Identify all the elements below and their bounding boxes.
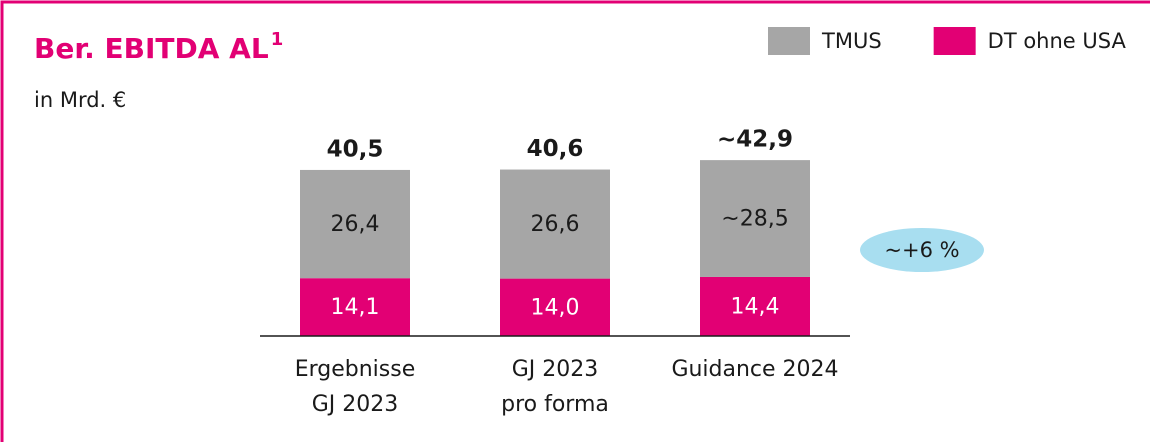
title-footnote: 1: [271, 29, 284, 50]
annotation: ~+6 %: [884, 238, 959, 262]
total-label: 40,6: [527, 136, 584, 162]
x-tick-label: Ergebnisse GJ 2023: [294, 357, 416, 417]
bar-segment: [500, 169, 610, 279]
value-label: 14,1: [331, 295, 380, 320]
x-tick-label: Guidance 2024: [671, 357, 839, 382]
value-label: ~28,5: [721, 207, 788, 232]
bar-segment: [700, 160, 810, 277]
value-label: 26,6: [531, 212, 580, 237]
x-tick-label: GJ 2023 pro forma: [501, 357, 609, 417]
bar-segment: [700, 276, 810, 336]
bar-segment: [300, 169, 410, 279]
chart-title: Ber. EBITDA AL: [34, 32, 269, 65]
value-label: 14,0: [531, 295, 580, 320]
chart-subtitle: in Mrd. €: [34, 88, 126, 112]
legend-label: TMUS: [821, 29, 882, 53]
total-label: 40,5: [327, 136, 384, 162]
legend-swatch: [768, 27, 810, 55]
value-label: 14,4: [731, 294, 780, 319]
legend-swatch: [933, 27, 976, 55]
value-label: 26,4: [331, 212, 380, 237]
annotation-bubble: [860, 228, 984, 272]
bar-segment: [500, 278, 610, 336]
total-label: ~42,9: [717, 127, 793, 153]
bar-segment: [300, 278, 410, 336]
legend-label: DT ohne USA: [988, 29, 1127, 53]
